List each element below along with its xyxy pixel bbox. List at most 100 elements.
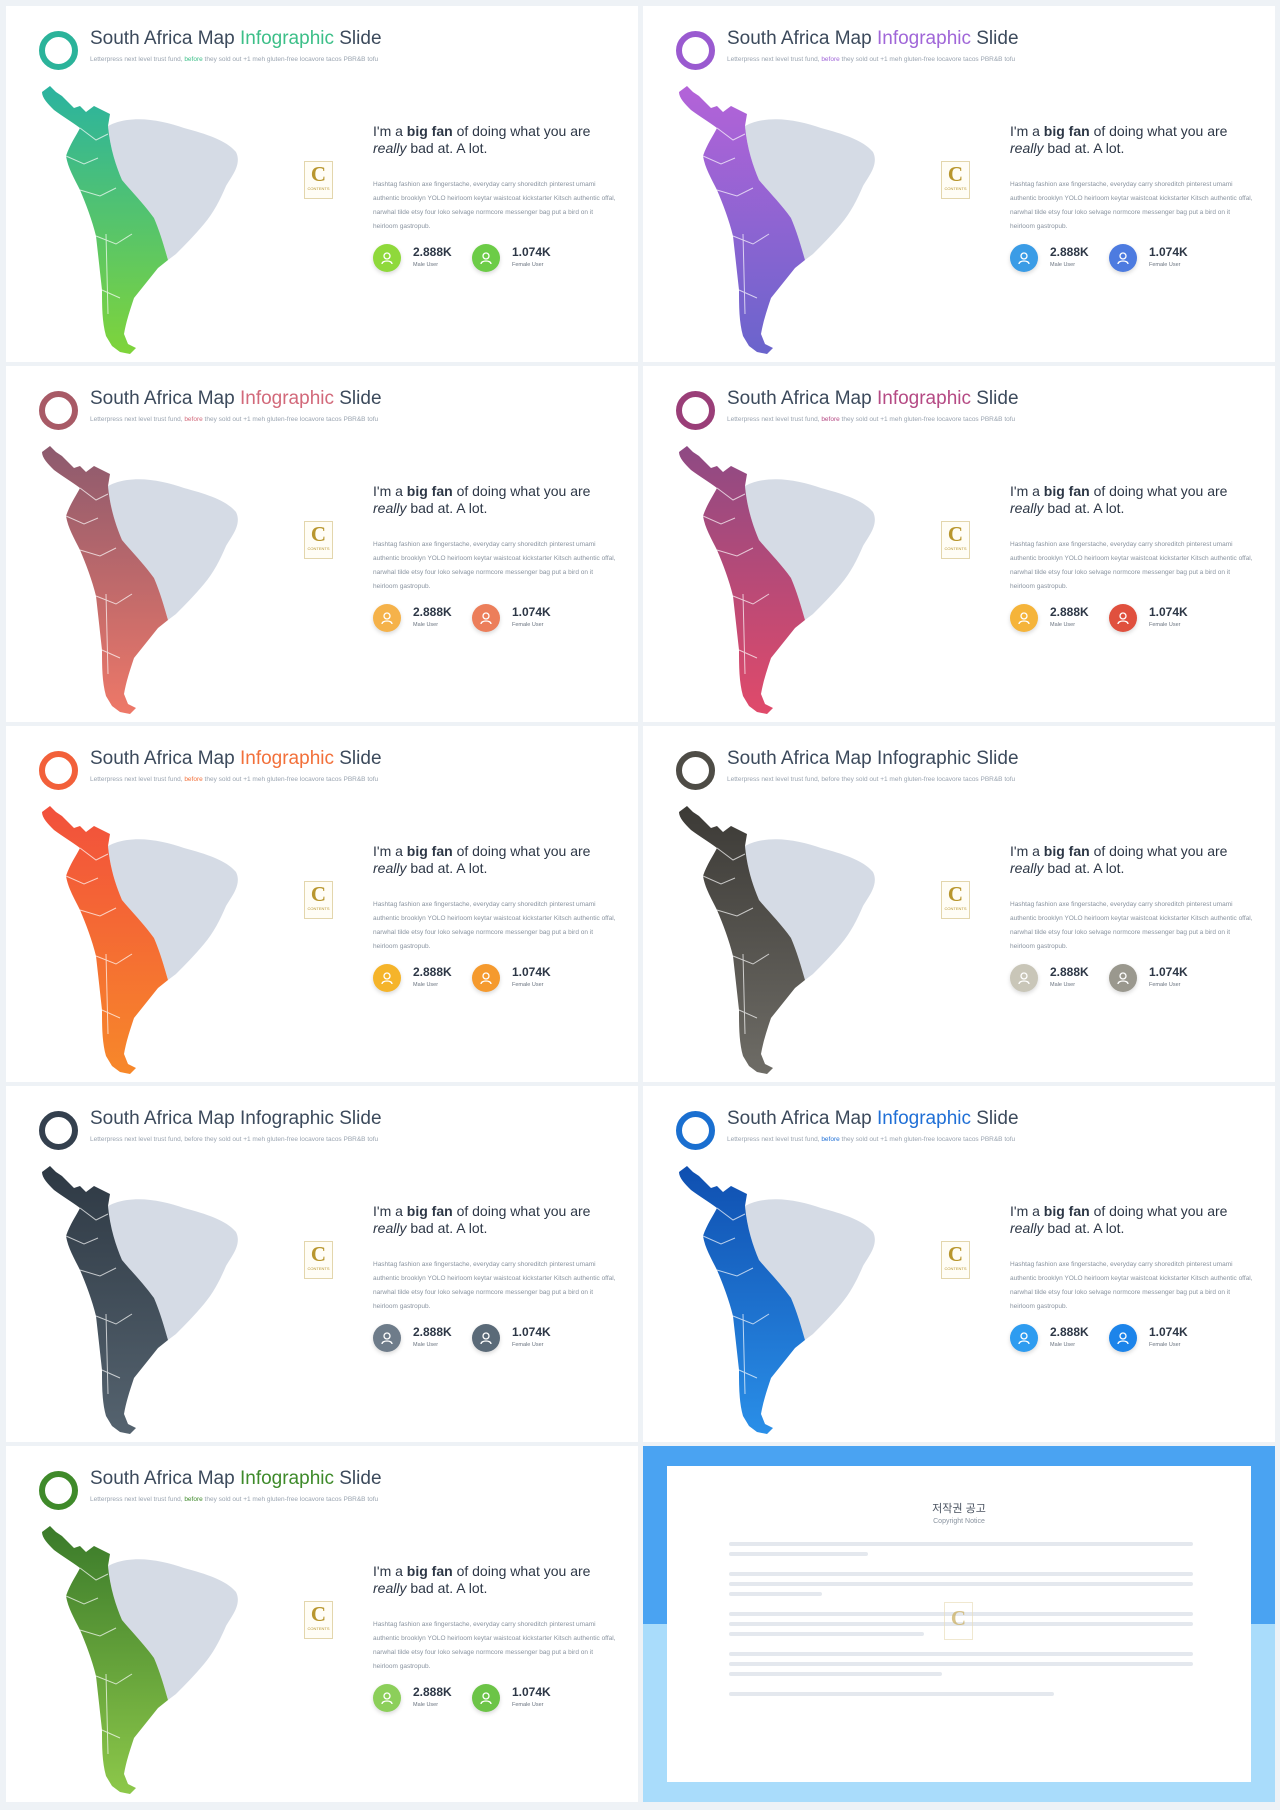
subtitle-part1: Letterpress next level trust fund, — [90, 1136, 185, 1143]
logo-word: CONTENTS — [307, 546, 330, 551]
slide-5[interactable]: South Africa Map Infographic Slide Lette… — [6, 726, 638, 1082]
title-highlight: Infographic — [876, 28, 971, 49]
stat-male-value: 2.888K — [413, 965, 452, 979]
title-part3: Slide — [333, 1108, 382, 1129]
slide-title: South Africa Map Infographic Slide — [90, 28, 382, 50]
user-icon — [472, 604, 500, 632]
user-icon — [472, 964, 500, 992]
headline: I'm a big fan of doing what you are reall… — [1010, 1203, 1260, 1237]
headline-line2-post: bad at. A lot. — [406, 1220, 488, 1236]
stat-male-value: 2.888K — [1050, 605, 1089, 619]
user-icon — [373, 1684, 401, 1712]
title-part3: Slide — [333, 1468, 382, 1489]
headline-bold: big fan — [1043, 123, 1090, 139]
slide-subtitle: Letterpress next level trust fund, befor… — [90, 56, 378, 63]
stat-female-value: 1.074K — [512, 245, 551, 259]
headline-italic: really — [1010, 860, 1044, 876]
stat-female-label: Female User — [512, 1342, 544, 1348]
headline-line2-post: bad at. A lot. — [406, 140, 488, 156]
headline-pre: I'm a — [373, 123, 407, 139]
slide-subtitle: Letterpress next level trust fund, befor… — [90, 776, 378, 783]
notice-subtitle: Copyright Notice — [933, 1518, 985, 1525]
stat-female-value: 1.074K — [1149, 965, 1188, 979]
slide-subtitle: Letterpress next level trust fund, befor… — [727, 1136, 1015, 1143]
ring-icon — [676, 391, 715, 430]
stat-male-value: 2.888K — [413, 1685, 452, 1699]
contents-logo: C CONTENTS — [941, 161, 970, 199]
subtitle-part1: Letterpress next level trust fund, — [90, 776, 185, 783]
subtitle-part1: Letterpress next level trust fund, — [727, 56, 822, 63]
slide-subtitle: Letterpress next level trust fund, befor… — [727, 416, 1015, 423]
title-highlight: Infographic — [239, 28, 334, 49]
logo-word: CONTENTS — [944, 1266, 967, 1271]
map-brazil-region — [745, 1199, 875, 1340]
subtitle-highlight: before — [184, 1496, 203, 1503]
slide-subtitle: Letterpress next level trust fund, befor… — [90, 416, 378, 423]
stat-male-value: 2.888K — [1050, 1325, 1089, 1339]
title-part3: Slide — [333, 748, 382, 769]
subtitle-part1: Letterpress next level trust fund, — [90, 416, 185, 423]
headline-bold: big fan — [406, 1563, 453, 1579]
copyright-notice-slide[interactable]: 저작권 공고 Copyright Notice — [643, 1446, 1275, 1802]
logo-word: CONTENTS — [307, 1626, 330, 1631]
headline-line2-post: bad at. A lot. — [1043, 500, 1125, 516]
logo-letter: C — [310, 162, 327, 186]
headline-italic: really — [373, 1220, 407, 1236]
body-text: Hashtag fashion axe fingerstache, everyd… — [373, 541, 616, 590]
slide-8[interactable]: South Africa Map Infographic Slide Lette… — [643, 1086, 1275, 1442]
title-part1: South Africa Map — [90, 1468, 240, 1489]
headline-line2-post: bad at. A lot. — [406, 860, 488, 876]
slide-title: South Africa Map Infographic Slide — [727, 1108, 1019, 1130]
map-borders — [65, 1567, 133, 1755]
logo-word: CONTENTS — [944, 546, 967, 551]
title-highlight: Infographic — [239, 748, 334, 769]
headline-italic: really — [1010, 140, 1044, 156]
headline-post: of doing what you are — [452, 843, 591, 859]
slide-title: South Africa Map Infographic Slide — [90, 1108, 382, 1130]
slide-1[interactable]: South Africa Map Infographic Slide Lette… — [6, 6, 638, 362]
slide-3[interactable]: South Africa Map Infographic Slide Lette… — [6, 366, 638, 722]
title-part1: South Africa Map — [727, 748, 877, 769]
headline-line2-post: bad at. A lot. — [406, 1580, 488, 1596]
slide-6[interactable]: South Africa Map Infographic Slide Lette… — [643, 726, 1275, 1082]
user-icon — [1109, 1324, 1137, 1352]
stat-female-label: Female User — [512, 982, 544, 988]
headline-italic: really — [1010, 500, 1044, 516]
title-highlight: Infographic — [876, 748, 971, 769]
title-part1: South Africa Map — [90, 748, 240, 769]
user-icon — [373, 244, 401, 272]
logo-word: CONTENTS — [307, 906, 330, 911]
stat-female-label: Female User — [1149, 262, 1181, 268]
slide-9[interactable]: South Africa Map Infographic Slide Lette… — [6, 1446, 638, 1802]
contents-logo: C CONTENTS — [304, 881, 333, 919]
ring-icon — [39, 1471, 78, 1510]
stat-female-value: 1.074K — [512, 965, 551, 979]
map-brazil-region — [108, 1199, 238, 1340]
headline-pre: I'm a — [373, 1203, 407, 1219]
headline-line2-post: bad at. A lot. — [1043, 860, 1125, 876]
title-part3: Slide — [970, 28, 1019, 49]
user-icon — [1010, 964, 1038, 992]
stat-female-label: Female User — [1149, 982, 1181, 988]
body-text: Hashtag fashion axe fingerstache, everyd… — [1010, 901, 1253, 950]
map-brazil-region — [108, 479, 238, 620]
headline-bold: big fan — [1043, 843, 1090, 859]
title-highlight: Infographic — [876, 388, 971, 409]
ring-icon — [676, 751, 715, 790]
user-icon — [1010, 244, 1038, 272]
headline-post: of doing what you are — [452, 1203, 591, 1219]
ring-icon — [39, 751, 78, 790]
headline-pre: I'm a — [373, 843, 407, 859]
slide-7[interactable]: South Africa Map Infographic Slide Lette… — [6, 1086, 638, 1442]
slide-title: South Africa Map Infographic Slide — [90, 748, 382, 770]
title-part3: Slide — [970, 1108, 1019, 1129]
headline: I'm a big fan of doing what you are reall… — [373, 123, 623, 157]
title-highlight: Infographic — [239, 1108, 334, 1129]
stat-female-label: Female User — [512, 622, 544, 628]
south-america-map — [679, 1166, 875, 1434]
slide-2[interactable]: South Africa Map Infographic Slide Lette… — [643, 6, 1275, 362]
headline-bold: big fan — [406, 123, 453, 139]
user-icon — [1109, 244, 1137, 272]
slide-4[interactable]: South Africa Map Infographic Slide Lette… — [643, 366, 1275, 722]
